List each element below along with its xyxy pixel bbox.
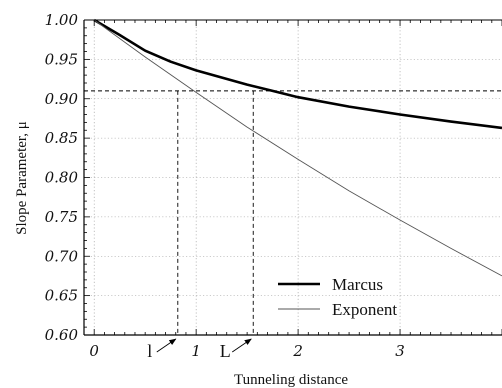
marker-arrow-l <box>156 338 177 353</box>
y-axis-title: Slope Parameter, μ <box>14 121 30 235</box>
x-tick-label: 1 <box>191 342 201 360</box>
y-tick-label: 0.70 <box>45 247 79 265</box>
marker-label-L: L <box>220 341 231 361</box>
y-tick-label: 0.85 <box>45 129 78 147</box>
series-lines <box>93 18 502 277</box>
legend-marcus-label: Marcus <box>332 275 383 294</box>
y-tick-label: 0.75 <box>45 208 78 226</box>
x-tick-label: 2 <box>292 342 303 360</box>
x-tick-label: 0 <box>89 342 99 360</box>
x-axis-title: Tunneling distance <box>234 372 348 388</box>
x-tick-label: 3 <box>395 342 405 360</box>
reference-lines <box>84 90 502 335</box>
y-tick-label: 0.80 <box>45 169 79 187</box>
series-line-marcus <box>93 18 502 130</box>
series-line-exponent <box>93 19 502 277</box>
legend: Marcus Exponent <box>278 275 397 319</box>
marker-label-l: l <box>147 341 152 361</box>
axes <box>83 19 502 336</box>
y-tick-label: 0.95 <box>45 50 78 68</box>
marker-arrow-L <box>231 338 252 353</box>
legend-exponent-label: Exponent <box>332 300 397 319</box>
y-tick-label: 0.65 <box>45 287 78 305</box>
tick-labels: 0.60 0.65 0.70 0.75 0.80 0.85 0.90 0.95 1.00 0 1 2 3 <box>45 11 405 360</box>
y-tick-label: 0.90 <box>45 90 79 108</box>
y-tick-label: 1.00 <box>45 11 79 29</box>
grid <box>84 19 502 336</box>
y-tick-label: 0.60 <box>45 326 79 344</box>
